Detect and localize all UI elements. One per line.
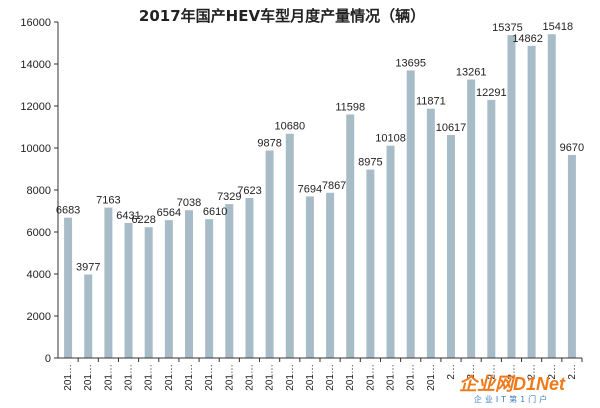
bar bbox=[547, 34, 556, 359]
bar bbox=[426, 108, 435, 358]
y-tick-label: 4000 bbox=[27, 269, 51, 281]
watermark-brand: 企业网D1Net bbox=[459, 374, 566, 394]
bar bbox=[406, 70, 415, 358]
x-tick-label: 2… bbox=[486, 364, 497, 380]
bar bbox=[326, 192, 335, 358]
x-tick-label: 201… bbox=[244, 364, 255, 391]
data-label: 7329 bbox=[217, 191, 241, 203]
data-label: 6228 bbox=[131, 214, 155, 226]
bar bbox=[265, 150, 274, 358]
bar bbox=[386, 145, 395, 358]
watermark-logo: 企业网D1Net 企业IT第1门户 bbox=[459, 374, 566, 404]
bar bbox=[64, 217, 73, 358]
bar bbox=[124, 222, 133, 358]
data-label: 13261 bbox=[456, 67, 487, 79]
data-label: 9670 bbox=[560, 142, 584, 154]
bar bbox=[84, 274, 93, 358]
data-label: 7867 bbox=[322, 180, 346, 192]
x-tick-label: 201… bbox=[305, 364, 316, 391]
bar bbox=[567, 154, 576, 358]
x-tick-label: 201… bbox=[285, 364, 296, 391]
data-label: 13695 bbox=[395, 57, 426, 69]
x-tick-label: 201… bbox=[386, 364, 397, 391]
data-label: 15418 bbox=[542, 21, 573, 33]
data-label: 8975 bbox=[358, 157, 382, 169]
data-label: 10617 bbox=[436, 122, 467, 134]
bar bbox=[366, 169, 375, 358]
data-label: 7623 bbox=[237, 185, 261, 197]
bar bbox=[346, 114, 355, 358]
x-tick-label: 2… bbox=[547, 364, 558, 380]
x-tick-label: 201… bbox=[164, 364, 175, 391]
bar bbox=[507, 35, 516, 358]
y-tick-label: 8000 bbox=[27, 185, 51, 197]
y-axis: 0 2000 4000 6000 8000 10000 12000 14000 16000 bbox=[20, 17, 59, 365]
x-tick-label: 201… bbox=[325, 364, 336, 391]
y-tick-label: 14000 bbox=[20, 59, 51, 71]
x-tick-label: 201… bbox=[345, 364, 356, 391]
x-tick-label: 201… bbox=[224, 364, 235, 391]
data-label: 9878 bbox=[257, 138, 281, 150]
data-label: 3977 bbox=[76, 261, 100, 273]
bars bbox=[64, 34, 576, 359]
x-tick-label: 201… bbox=[365, 364, 376, 391]
x-axis: 201… 201… 201… 201… 201… 201… 201… 201… 201… 201…… bbox=[58, 357, 583, 391]
bar bbox=[144, 227, 153, 358]
data-label: 6431 bbox=[116, 210, 140, 222]
x-tick-label: 2… bbox=[466, 364, 477, 380]
data-label: 7038 bbox=[177, 197, 201, 209]
x-tick-label: 2… bbox=[446, 364, 457, 380]
data-label: 11871 bbox=[416, 96, 446, 108]
data-label: 12291 bbox=[476, 87, 507, 99]
y-tick-label: 6000 bbox=[27, 227, 51, 239]
x-tick-label: 2… bbox=[567, 364, 578, 380]
bar bbox=[527, 45, 536, 358]
data-label: 6683 bbox=[56, 205, 80, 217]
bar bbox=[205, 219, 214, 358]
data-label: 14862 bbox=[512, 33, 543, 45]
chart-title: 2017年国产HEV车型月度产量情况（辆） bbox=[139, 7, 425, 25]
x-tick-label: 2… bbox=[506, 364, 517, 380]
y-tick-label: 2000 bbox=[27, 311, 51, 323]
x-tick-label: 201… bbox=[83, 364, 94, 391]
bar bbox=[305, 196, 314, 358]
bar bbox=[225, 204, 234, 358]
y-tick-label: 10000 bbox=[20, 143, 51, 155]
x-tick-label: 201… bbox=[124, 364, 135, 391]
x-tick-label: 201… bbox=[426, 364, 437, 391]
y-tick-label: 16000 bbox=[20, 17, 51, 29]
bar bbox=[467, 79, 476, 359]
data-label: 6564 bbox=[157, 207, 181, 219]
bar bbox=[185, 210, 193, 358]
bar bbox=[487, 99, 496, 358]
bar bbox=[104, 207, 113, 358]
data-label: 10680 bbox=[274, 121, 305, 133]
x-tick-label: 201… bbox=[184, 364, 195, 391]
x-tick-label: 201… bbox=[63, 364, 74, 391]
x-tick-label: 2… bbox=[527, 364, 538, 380]
bar bbox=[245, 197, 254, 358]
data-label: 6610 bbox=[203, 206, 227, 218]
data-label: 7163 bbox=[96, 195, 120, 207]
data-label: 15375 bbox=[492, 22, 523, 34]
y-tick-label: 12000 bbox=[20, 101, 51, 113]
data-label: 10108 bbox=[375, 133, 406, 145]
data-label: 7694 bbox=[298, 183, 322, 195]
bar bbox=[285, 133, 294, 358]
x-tick-label: 201… bbox=[265, 364, 276, 391]
x-tick-label: 201… bbox=[103, 364, 114, 391]
bar bbox=[164, 220, 173, 358]
x-tick-label: 201… bbox=[204, 364, 215, 391]
watermark-sub: 企业IT第1门户 bbox=[474, 394, 550, 404]
x-tick-label: 201… bbox=[406, 364, 417, 391]
data-label: 11598 bbox=[335, 101, 365, 113]
y-tick-label: 0 bbox=[45, 353, 51, 365]
x-tick-label: 201… bbox=[144, 364, 155, 391]
bar bbox=[447, 135, 455, 358]
